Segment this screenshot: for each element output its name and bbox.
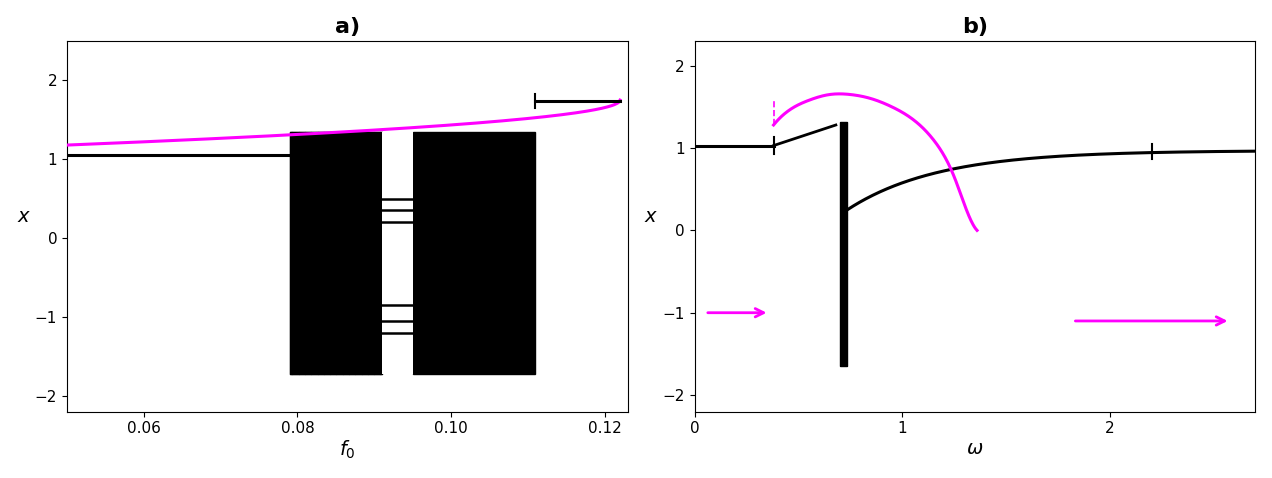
Y-axis label: $x$: $x$ (645, 207, 659, 226)
Bar (412, 131, 536, 374)
X-axis label: $\omega$: $\omega$ (967, 439, 983, 458)
X-axis label: $f_0$: $f_0$ (340, 439, 356, 461)
Bar (290, 131, 382, 374)
Title: b): b) (962, 17, 988, 37)
Bar (840, 122, 847, 366)
Y-axis label: $x$: $x$ (17, 207, 31, 226)
Bar (382, 131, 412, 374)
Title: a): a) (335, 17, 360, 37)
